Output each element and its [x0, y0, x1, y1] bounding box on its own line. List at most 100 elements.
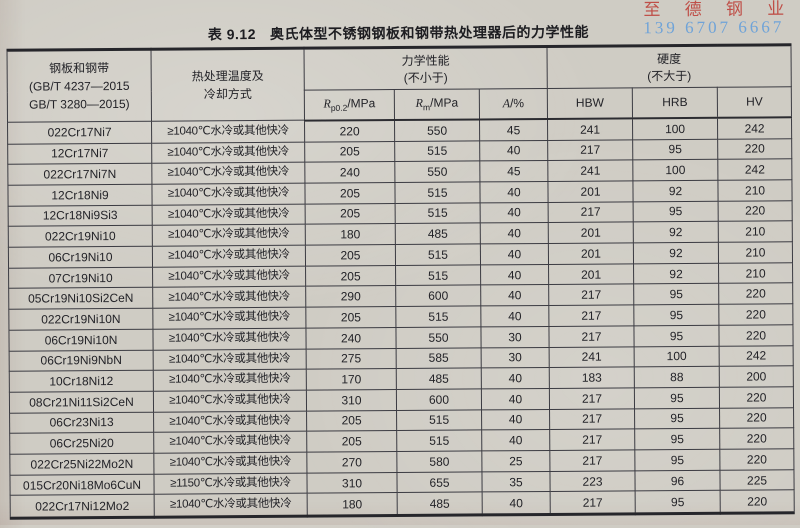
cell-elongation: 40 — [482, 430, 550, 451]
cell-hrb: 95 — [635, 491, 720, 514]
cell-elongation: 40 — [482, 409, 550, 430]
cell-hbw: 217 — [548, 139, 633, 160]
cell-heat-treatment: ≥1040℃水冷或其他快冷 — [152, 183, 305, 205]
cell-rm: 550 — [395, 161, 480, 182]
cell-rm: 515 — [396, 265, 481, 286]
cell-elongation: 40 — [480, 140, 548, 161]
cell-steel-grade: 022Cr19Ni10N — [9, 308, 153, 330]
cell-hv: 242 — [718, 159, 792, 180]
cell-hrb: 95 — [634, 387, 719, 408]
cell-heat-treatment: ≥1040℃水冷或其他快冷 — [152, 142, 305, 164]
table-title: 表 9.12 奥氏体型不锈钢钢板和钢带热处理器后的力学性能 — [0, 20, 798, 46]
cell-rp02: 270 — [307, 452, 397, 473]
cell-hrb: 92 — [633, 222, 718, 243]
cell-heat-treatment: ≥1150℃水冷或其他快冷 — [154, 473, 307, 495]
cell-heat-treatment: ≥1040℃水冷或其他快冷 — [152, 245, 305, 267]
cell-elongation: 40 — [480, 181, 548, 202]
cell-steel-grade: 07Cr19Ni10 — [9, 267, 153, 289]
mechanical-properties-table: 钢板和钢带 (GB/T 4237—2015 GB/T 3280—2015) 热处… — [6, 43, 794, 519]
header-mechanical-note: (不小于) — [307, 69, 545, 87]
header-hrb: HRB — [632, 87, 717, 118]
elongation-unit: /% — [510, 96, 524, 110]
cell-rp02: 170 — [306, 369, 396, 390]
cell-heat-treatment: ≥1040℃水冷或其他快冷 — [153, 266, 306, 288]
cell-rm: 655 — [397, 472, 482, 493]
cell-hv: 225 — [720, 470, 794, 491]
watermark-company-name: 至 德 钢 业 — [643, 0, 794, 19]
header-heat-treatment-line2: 冷却方式 — [154, 85, 302, 104]
cell-hbw: 217 — [548, 201, 633, 222]
cell-hv: 210 — [718, 221, 792, 242]
cell-heat-treatment: ≥1040℃水冷或其他快冷 — [152, 162, 305, 184]
header-hardness-note: (不大于) — [550, 67, 789, 85]
cell-hbw: 201 — [548, 222, 633, 243]
table-title-text: 奥氏体型不锈钢钢板和钢带热处理器后的力学性能 — [270, 24, 589, 42]
cell-rp02: 180 — [305, 224, 395, 245]
cell-hrb: 92 — [633, 242, 718, 263]
header-rp02: Rp0.2/MPa — [304, 90, 394, 121]
cell-hv: 220 — [719, 387, 793, 408]
cell-hv: 220 — [720, 490, 794, 513]
header-hbw: HBW — [547, 88, 632, 119]
cell-rm: 515 — [396, 306, 481, 327]
cell-hrb: 95 — [635, 449, 720, 470]
header-hardness-label: 硬度 — [550, 49, 789, 69]
cell-steel-grade: 08Cr21Ni11Si2CeN — [9, 391, 153, 413]
header-steel-grade-line2: (GB/T 4237—2015 — [10, 77, 149, 96]
cell-hrb: 88 — [634, 367, 719, 388]
rm-unit: /MPa — [430, 96, 458, 110]
cell-hrb: 100 — [632, 117, 717, 139]
cell-hbw: 201 — [548, 243, 633, 264]
cell-heat-treatment: ≥1040℃水冷或其他快冷 — [153, 328, 306, 350]
cell-heat-treatment: ≥1040℃水冷或其他快冷 — [153, 307, 306, 329]
header-rm: Rm/MPa — [394, 89, 479, 120]
cell-elongation: 40 — [481, 306, 549, 327]
cell-heat-treatment: ≥1040℃水冷或其他快冷 — [153, 349, 306, 371]
cell-heat-treatment: ≥1040℃水冷或其他快冷 — [154, 411, 307, 433]
cell-elongation: 40 — [480, 223, 548, 244]
cell-hbw: 201 — [549, 264, 634, 285]
cell-hbw: 217 — [549, 305, 634, 326]
cell-elongation: 25 — [482, 451, 550, 472]
cell-rp02: 205 — [306, 265, 396, 286]
cell-hbw: 217 — [550, 450, 635, 471]
cell-elongation: 40 — [481, 388, 549, 409]
cell-elongation: 30 — [481, 326, 549, 347]
cell-hrb: 95 — [634, 304, 719, 325]
cell-elongation: 40 — [482, 492, 550, 515]
cell-elongation: 45 — [479, 118, 547, 140]
cell-heat-treatment: ≥1040℃水冷或其他快冷 — [154, 494, 307, 518]
cell-rp02: 240 — [305, 162, 395, 183]
cell-rm: 485 — [395, 223, 480, 244]
rp02-symbol: R — [323, 97, 330, 111]
cell-steel-grade: 022Cr25Ni22Mo2N — [10, 453, 154, 475]
cell-rm: 485 — [397, 492, 482, 515]
cell-hrb: 95 — [633, 139, 718, 160]
header-elongation: A/% — [479, 88, 547, 118]
cell-hv: 220 — [718, 138, 792, 159]
header-group-mechanical: 力学性能 (不小于) — [304, 46, 547, 90]
header-steel-grade-line3: GB/T 3280—2015) — [10, 95, 149, 114]
cell-hrb: 95 — [635, 429, 720, 450]
cell-hrb: 92 — [633, 180, 718, 201]
cell-heat-treatment: ≥1040℃水冷或其他快冷 — [154, 452, 307, 474]
cell-hv: 210 — [719, 262, 793, 283]
cell-steel-grade: 022Cr17Ni7 — [8, 121, 152, 144]
cell-hv: 220 — [720, 407, 794, 428]
cell-hbw: 217 — [550, 491, 635, 514]
cell-hbw: 241 — [549, 346, 634, 367]
cell-rm: 515 — [395, 203, 480, 224]
cell-heat-treatment: ≥1040℃水冷或其他快冷 — [153, 390, 306, 412]
cell-rp02: 220 — [305, 120, 395, 142]
cell-hv: 210 — [718, 242, 792, 263]
cell-hrb: 95 — [633, 201, 718, 222]
cell-rp02: 310 — [306, 389, 396, 410]
cell-steel-grade: 022Cr19Ni10 — [8, 226, 152, 248]
cell-rp02: 205 — [305, 203, 395, 224]
cell-hrb: 95 — [634, 325, 719, 346]
cell-steel-grade: 06Cr25Ni20 — [10, 433, 154, 455]
cell-steel-grade: 05Cr19Ni10Si2CeN — [9, 288, 153, 310]
cell-rp02: 310 — [307, 472, 397, 493]
table-number: 表 9.12 — [208, 26, 256, 42]
